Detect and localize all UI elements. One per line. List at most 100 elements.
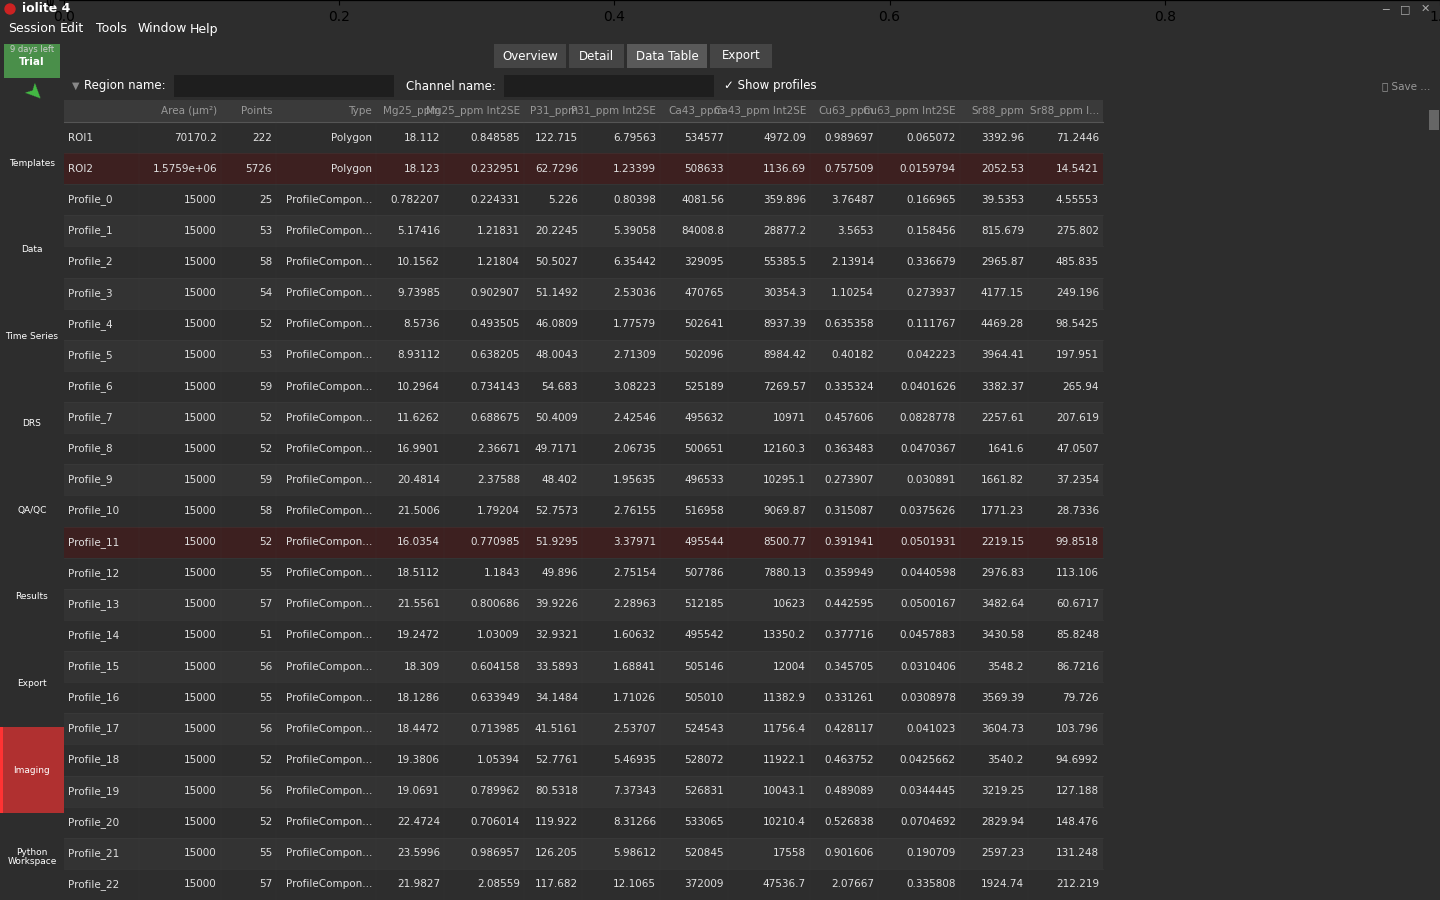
Bar	[0, 726, 63, 814]
Text: 21.5006: 21.5006	[397, 506, 441, 516]
Text: 0.232951: 0.232951	[471, 164, 520, 174]
Text: 59: 59	[259, 475, 272, 485]
Bar	[63, 309, 1103, 340]
Text: 56: 56	[259, 724, 272, 733]
Text: 507786: 507786	[684, 568, 724, 578]
Text: 3548.2: 3548.2	[988, 662, 1024, 671]
Text: 10.1562: 10.1562	[397, 257, 441, 267]
Text: 15000: 15000	[184, 320, 217, 329]
Text: ProfileCompon...: ProfileCompon...	[285, 226, 372, 236]
Text: 0.0828778: 0.0828778	[900, 412, 956, 423]
Text: 15000: 15000	[184, 257, 217, 267]
Text: ProfileCompon...: ProfileCompon...	[285, 412, 372, 423]
Text: 80.5318: 80.5318	[536, 786, 577, 796]
Text: 37.2354: 37.2354	[1056, 475, 1099, 485]
Text: 19.2472: 19.2472	[397, 631, 441, 641]
Text: 0.0470367: 0.0470367	[900, 444, 956, 454]
Text: 0.336679: 0.336679	[906, 257, 956, 267]
Text: 10623: 10623	[773, 599, 806, 609]
Text: 359.896: 359.896	[763, 194, 806, 205]
Bar	[63, 526, 1103, 558]
Text: 0.848585: 0.848585	[471, 132, 520, 142]
Text: 1.71026: 1.71026	[613, 693, 657, 703]
Text: 15000: 15000	[184, 755, 217, 765]
Text: 505010: 505010	[684, 693, 724, 703]
Bar	[63, 122, 1103, 153]
Text: 18.1286: 18.1286	[397, 693, 441, 703]
Text: Export: Export	[17, 679, 48, 688]
Text: 0.041023: 0.041023	[907, 724, 956, 733]
Text: 71.2446: 71.2446	[1056, 132, 1099, 142]
Text: 49.7171: 49.7171	[534, 444, 577, 454]
Text: 57: 57	[259, 879, 272, 889]
Text: 52.7573: 52.7573	[534, 506, 577, 516]
Text: 0.0704692: 0.0704692	[900, 817, 956, 827]
Text: 1.05394: 1.05394	[477, 755, 520, 765]
Text: Results: Results	[16, 592, 49, 601]
Text: 15000: 15000	[184, 879, 217, 889]
Text: ProfileCompon...: ProfileCompon...	[285, 724, 372, 733]
Text: 526831: 526831	[684, 786, 724, 796]
Text: 495542: 495542	[684, 631, 724, 641]
Text: 0.190709: 0.190709	[907, 849, 956, 859]
Text: 0.273907: 0.273907	[825, 475, 874, 485]
Text: Help: Help	[190, 22, 219, 35]
Text: 52: 52	[259, 320, 272, 329]
Text: ▼: ▼	[72, 81, 79, 91]
Text: 18.123: 18.123	[403, 164, 441, 174]
Text: 1.95635: 1.95635	[613, 475, 657, 485]
Text: 15000: 15000	[184, 350, 217, 360]
Text: Polygon: Polygon	[331, 132, 372, 142]
Text: 1.03009: 1.03009	[477, 631, 520, 641]
Text: Profile_8: Profile_8	[68, 444, 112, 454]
Text: 2.07667: 2.07667	[831, 879, 874, 889]
Text: Cu63_ppm Int2SE: Cu63_ppm Int2SE	[864, 105, 956, 116]
Text: 15000: 15000	[184, 475, 217, 485]
Text: 0.633949: 0.633949	[471, 693, 520, 703]
Text: 0.273937: 0.273937	[906, 288, 956, 298]
Text: 50.5027: 50.5027	[536, 257, 577, 267]
Text: 502641: 502641	[684, 320, 724, 329]
Text: 15000: 15000	[184, 631, 217, 641]
Text: 57: 57	[259, 599, 272, 609]
Text: Profile_10: Profile_10	[68, 506, 120, 517]
Text: 485.835: 485.835	[1056, 257, 1099, 267]
Text: 12004: 12004	[773, 662, 806, 671]
Text: Profile_22: Profile_22	[68, 879, 120, 890]
Text: ➤: ➤	[19, 80, 46, 108]
Text: 33.5893: 33.5893	[534, 662, 577, 671]
Text: Imaging: Imaging	[13, 766, 50, 775]
Text: 15000: 15000	[184, 817, 217, 827]
Text: 16.0354: 16.0354	[397, 537, 441, 547]
Text: 48.402: 48.402	[541, 475, 577, 485]
Text: ProfileCompon...: ProfileCompon...	[285, 786, 372, 796]
Text: 496533: 496533	[684, 475, 724, 485]
Text: 0.80398: 0.80398	[613, 194, 657, 205]
Text: Profile_13: Profile_13	[68, 598, 120, 610]
Text: 265.94: 265.94	[1063, 382, 1099, 392]
Text: 2976.83: 2976.83	[981, 568, 1024, 578]
Text: 0.363483: 0.363483	[824, 444, 874, 454]
Text: 2.28963: 2.28963	[613, 599, 657, 609]
Text: 3482.64: 3482.64	[981, 599, 1024, 609]
Text: 0.734143: 0.734143	[471, 382, 520, 392]
Text: 533065: 533065	[684, 817, 724, 827]
Text: 528072: 528072	[684, 755, 724, 765]
Bar	[63, 838, 1103, 868]
Text: P31_ppm Int2SE: P31_ppm Int2SE	[572, 105, 657, 116]
Text: 11922.1: 11922.1	[763, 755, 806, 765]
Text: 15000: 15000	[184, 599, 217, 609]
Text: ✕: ✕	[1420, 4, 1430, 14]
Text: 70170.2: 70170.2	[174, 132, 217, 142]
Bar	[63, 495, 1103, 526]
Text: 0.0457883: 0.0457883	[900, 631, 956, 641]
Text: ProfileCompon...: ProfileCompon...	[285, 879, 372, 889]
Text: 1.77579: 1.77579	[613, 320, 657, 329]
Text: 50.4009: 50.4009	[536, 412, 577, 423]
Text: 39.5353: 39.5353	[981, 194, 1024, 205]
Bar	[63, 371, 1103, 402]
Text: Polygon: Polygon	[331, 164, 372, 174]
Text: Profile_12: Profile_12	[68, 568, 120, 579]
Bar	[63, 433, 1103, 464]
Text: Data Table: Data Table	[635, 50, 698, 62]
